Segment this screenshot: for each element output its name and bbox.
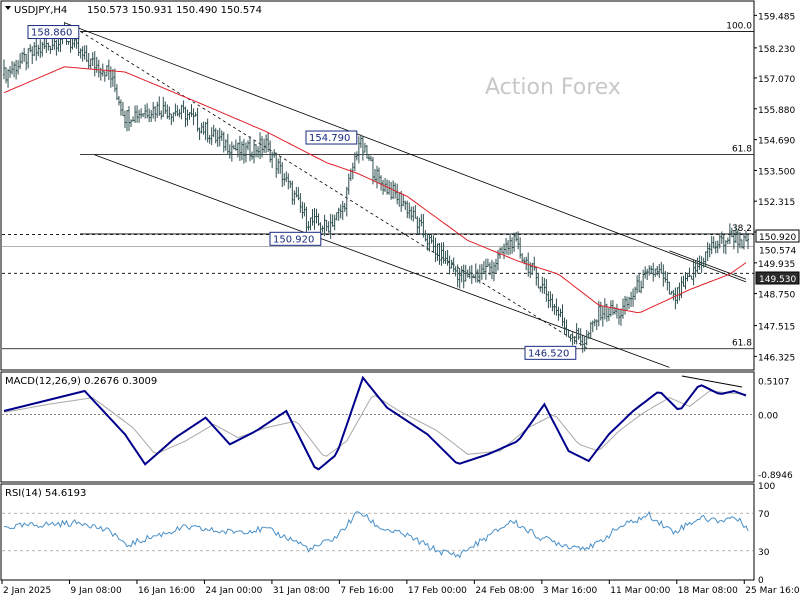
time-tick-label: 11 Mar 00:00 — [610, 586, 670, 596]
time-tick-label: 3 Mar 16:00 — [543, 586, 598, 596]
moving-average-line — [3, 66, 747, 314]
price-tag-box — [755, 271, 800, 285]
price-panel-header: USDJPY,H4 150.573 150.931 150.490 150.57… — [5, 5, 262, 16]
channel-upper-line — [64, 22, 747, 283]
price-tick-label: 149.935 — [758, 260, 795, 270]
rsi-tick-label: 0 — [758, 576, 764, 586]
macd-panel-frame — [0, 371, 755, 483]
price-tick-label: 146.325 — [758, 353, 795, 363]
time-tick-label: 17 Feb 00:00 — [408, 586, 467, 596]
time-tick-label: 25 Mar 16:00 — [745, 586, 800, 596]
mid-high-label: 154.790 — [309, 133, 350, 144]
fib-level-label: 61.8 — [732, 144, 752, 154]
pivot-label-box — [269, 231, 322, 246]
moving-average-path — [3, 66, 747, 314]
candles — [3, 21, 749, 353]
collapse-arrow-icon[interactable] — [5, 6, 11, 10]
macd-tick-label: 0.5107 — [758, 377, 790, 387]
macd-lines — [3, 375, 747, 471]
fib-level-label: 61.8 — [732, 339, 752, 349]
time-axis: 2 Jan 2025 9 Jan 08:00 16 Jan 16:00 24 Jan … — [1, 580, 800, 596]
high-label-box — [27, 25, 80, 40]
channel-lower-line — [94, 154, 670, 368]
time-tick-label: 24 Feb 08:00 — [475, 586, 534, 596]
fib-level-label: 38.2 — [732, 224, 752, 234]
price-tag-box — [756, 243, 799, 256]
mid-high-label-box — [305, 130, 358, 145]
price-tick-label: 152.315 — [758, 198, 795, 208]
short-trend-line — [669, 250, 747, 280]
rsi-line — [3, 510, 749, 559]
price-axis: 159.485 158.230 157.070 155.880 154.690 153.5… — [754, 12, 795, 363]
time-tick-label: 31 Jan 08:00 — [273, 586, 330, 596]
macd-main-line — [3, 375, 747, 471]
rsi-tick-label: 30 — [758, 548, 770, 558]
price-tick-label: 148.750 — [758, 291, 795, 301]
macd-divergence-line — [681, 375, 743, 388]
time-tick-label: 24 Jan 00:00 — [205, 586, 262, 596]
price-panel-frame — [0, 0, 755, 371]
price-tag-box — [755, 229, 800, 243]
price-tags: 150.920 150.574 149.530 — [755, 229, 800, 285]
rsi-path — [3, 510, 749, 559]
rsi-panel-frame — [0, 483, 755, 581]
macd-axis: 0.5107 0.00 -0.8946 — [758, 377, 793, 481]
watermark: Action Forex — [485, 75, 621, 100]
price-tick-label: 159.485 — [758, 12, 795, 22]
time-tick-label: 18 Mar 08:00 — [678, 586, 738, 596]
price-tag-label: 149.530 — [759, 275, 796, 285]
time-tick-label: 9 Jan 08:00 — [70, 586, 122, 596]
macd-signal-line — [3, 390, 747, 457]
pivot-label: 150.920 — [273, 234, 314, 245]
macd-label: MACD(12,26,9) 0.2676 0.3009 — [5, 376, 157, 387]
price-tick-label: 153.500 — [758, 167, 795, 177]
time-tick-label: 7 Feb 16:00 — [340, 586, 394, 596]
price-tick-label: 147.515 — [758, 323, 795, 333]
macd-tick-label: -0.8946 — [758, 471, 793, 481]
fib-level-label: 100.0 — [726, 22, 752, 32]
symbol-label: USDJPY,H4 — [14, 5, 67, 16]
rsi-label: RSI(14) 54.6193 — [5, 488, 86, 499]
rsi-axis: 100 70 30 0 — [758, 482, 775, 586]
rsi-tick-label: 70 — [758, 510, 770, 520]
macd-tick-label: 0.00 — [758, 411, 778, 421]
channel-lines — [64, 22, 747, 368]
price-tag-label: 150.574 — [759, 246, 796, 256]
price-annotations: 158.860 154.790 150.920 146.520 — [27, 25, 577, 360]
price-tick-label: 155.880 — [758, 106, 795, 116]
price-tick-label: 158.230 — [758, 45, 795, 55]
time-tick-label: 16 Jan 16:00 — [138, 586, 195, 596]
rsi-levels — [2, 512, 754, 552]
low-label-box — [524, 345, 577, 360]
channel-mid-dashed-line — [80, 31, 589, 350]
ohlc-label: 150.573 150.931 150.490 150.574 — [87, 5, 262, 16]
rsi-tick-label: 100 — [758, 482, 775, 492]
price-tick-label: 154.690 — [758, 137, 795, 147]
price-tag-label: 150.920 — [759, 233, 796, 243]
time-tick-label: 2 Jan 2025 — [3, 586, 51, 596]
low-label: 146.520 — [528, 348, 569, 359]
price-tick-label: 157.070 — [758, 75, 795, 85]
high-label: 158.860 — [31, 28, 72, 39]
